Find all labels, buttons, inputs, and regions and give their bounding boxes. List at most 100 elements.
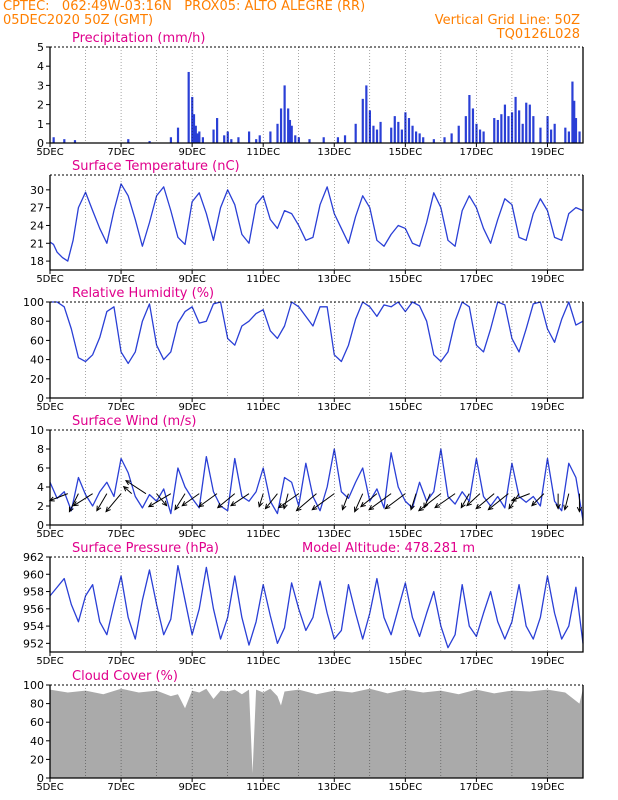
- rh-series-line: [50, 301, 584, 365]
- x-tick-label: 7DEC: [107, 529, 134, 540]
- wind-arrowhead: [434, 503, 441, 509]
- y-tick-label: 8: [37, 443, 44, 456]
- precip-bar: [372, 125, 375, 143]
- precip-bar: [198, 131, 201, 143]
- wind-arrow: [564, 493, 570, 510]
- y-tick-label: 60: [30, 716, 44, 729]
- precip-panel: [46, 46, 584, 147]
- wind-arrowhead: [174, 504, 180, 511]
- precip-bar: [247, 131, 251, 143]
- y-tick-label: 952: [23, 637, 44, 650]
- precip-bar: [525, 102, 528, 143]
- x-tick-label: 13DEC: [317, 274, 351, 285]
- wind-arrowhead: [555, 503, 561, 510]
- temp-series-line: [49, 183, 584, 262]
- precip-bar: [407, 118, 411, 143]
- x-tick-label: 17DEC: [460, 529, 494, 540]
- wind-arrowhead: [257, 501, 263, 508]
- wind-series-line: [49, 448, 584, 521]
- precip-bar: [493, 118, 496, 143]
- precip-bar: [194, 125, 197, 143]
- precip-bar: [216, 118, 219, 143]
- wind-arrow: [296, 493, 317, 512]
- wind-arrowhead: [311, 505, 318, 511]
- precip-bar: [528, 104, 531, 143]
- precip-bar: [443, 137, 446, 143]
- x-tick-label: 13DEC: [317, 782, 351, 793]
- cloud-title: Cloud Cover (%): [72, 669, 178, 684]
- precip-bar: [574, 118, 578, 143]
- wind-arrow: [466, 493, 481, 507]
- x-tick-label: 5DEC: [36, 402, 63, 413]
- x-tick-label: 15DEC: [388, 402, 422, 413]
- wind-arrowhead: [508, 503, 514, 510]
- precip-bar: [571, 81, 574, 143]
- wind-title: Surface Wind (m/s): [72, 414, 196, 429]
- precip-bar: [368, 110, 371, 143]
- precip-bar: [500, 114, 503, 143]
- wind-arrowhead: [277, 503, 284, 509]
- wind-arrow: [181, 493, 200, 507]
- y-tick-label: 27: [30, 202, 44, 215]
- pres-series-line: [49, 564, 584, 649]
- precip-bar: [573, 100, 576, 143]
- wind-arrow: [283, 493, 289, 509]
- wind-arrow: [385, 493, 406, 510]
- precip-bar: [127, 139, 130, 143]
- cloud-panel: [46, 684, 584, 782]
- wind-arrow: [278, 493, 300, 509]
- y-tick-label: 1: [37, 118, 44, 131]
- precip-bar: [148, 141, 151, 143]
- x-tick-label: 17DEC: [460, 147, 494, 158]
- y-tick-label: 100: [23, 296, 44, 309]
- precip-bar: [393, 116, 396, 143]
- precip-bar: [397, 121, 400, 143]
- precip-bar: [269, 131, 272, 143]
- x-tick-label: 11DEC: [246, 529, 280, 540]
- panel-frame: [49, 47, 584, 144]
- wind-arrowhead: [105, 506, 111, 513]
- x-tick-label: 15DEC: [388, 147, 422, 158]
- precip-bar: [422, 137, 425, 143]
- temp-panel: [46, 174, 584, 274]
- precip-bar: [418, 133, 421, 143]
- wind-arrow: [148, 493, 172, 508]
- x-tick-label: 7DEC: [107, 402, 134, 413]
- rh-panel: [46, 301, 584, 402]
- x-tick-label: 5DEC: [36, 782, 63, 793]
- precip-bar: [201, 137, 204, 143]
- precip-bar: [255, 139, 258, 143]
- precip-bar: [464, 116, 467, 143]
- wind-arrowhead: [122, 485, 129, 492]
- run-time-label: 05DEC2020 50Z (GMT): [3, 13, 154, 28]
- wind-arrow: [511, 493, 530, 502]
- precip-bar: [450, 133, 453, 143]
- y-tick-label: 3: [37, 79, 44, 92]
- x-tick-label: 19DEC: [531, 274, 565, 285]
- wind-arrowhead: [198, 502, 205, 508]
- wind-arrowhead: [124, 480, 131, 486]
- temp-title: Surface Temperature (nC): [72, 159, 240, 174]
- precip-bar: [230, 139, 233, 143]
- wind-arrow: [105, 493, 122, 512]
- panel-frame: [49, 557, 584, 653]
- x-tick-label: 9DEC: [178, 782, 205, 793]
- precip-bar: [578, 131, 581, 143]
- precip-bar: [471, 108, 475, 143]
- x-tick-label: 19DEC: [531, 147, 565, 158]
- rh-title: Relative Humidity (%): [72, 286, 214, 301]
- precip-bar: [169, 137, 173, 143]
- x-tick-label: 15DEC: [388, 656, 422, 667]
- wind-arrow: [230, 493, 250, 507]
- x-tick-label: 11DEC: [246, 274, 280, 285]
- precip-bar: [475, 123, 478, 143]
- precip-bar: [196, 133, 199, 143]
- wind-arrow: [49, 493, 68, 502]
- x-tick-label: 7DEC: [107, 274, 134, 285]
- wind-arrowhead: [230, 501, 237, 507]
- precip-bar: [507, 116, 510, 143]
- wind-arrowhead: [341, 504, 347, 511]
- precip-bar: [404, 112, 407, 143]
- panel-frame: [49, 302, 584, 399]
- wind-arrowhead: [417, 505, 424, 512]
